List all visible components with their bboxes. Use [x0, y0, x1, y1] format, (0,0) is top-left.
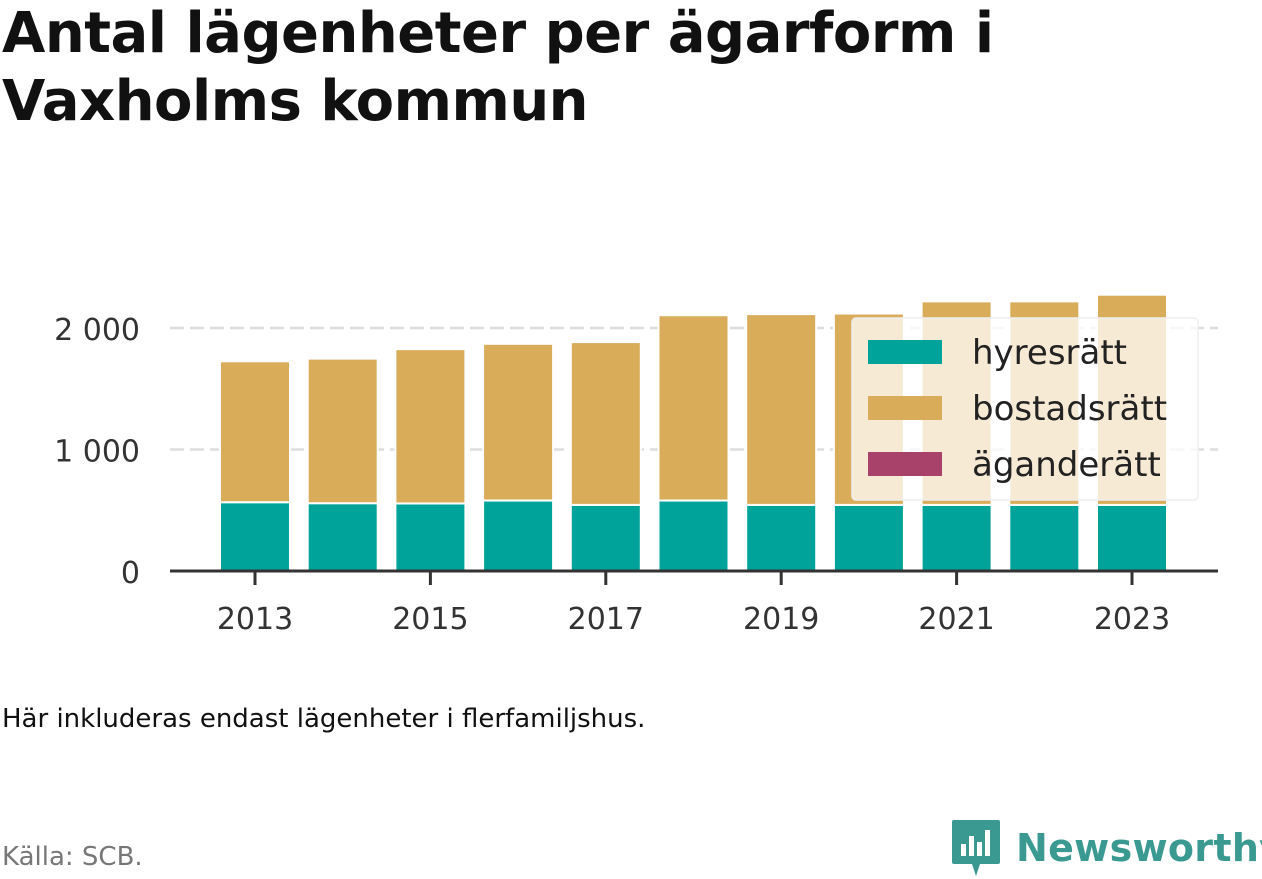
bar-segment	[394, 502, 467, 573]
axes: 0 1 000 2 000 2013 2015 2017 2019 2021 2023	[54, 313, 1218, 637]
bar-segment	[482, 499, 555, 572]
brand-name: Newsworthy	[1016, 826, 1262, 870]
legend-swatch	[868, 396, 942, 420]
legend-label: bostadsrätt	[972, 389, 1167, 429]
x-tick-label: 2013	[217, 602, 293, 637]
bar-segment	[657, 499, 730, 572]
x-tick-label: 2015	[392, 602, 468, 637]
bar-segment	[306, 357, 379, 505]
y-tick-label: 0	[121, 556, 140, 591]
y-tick-label: 1 000	[54, 435, 140, 470]
bar-segment	[1008, 503, 1081, 572]
stacked-bar-chart: 0 1 000 2 000 2013 2015 2017 2019 2021 2023 hyre…	[54, 293, 1218, 637]
bar-segment	[306, 502, 379, 572]
x-tick-label: 2017	[568, 602, 644, 637]
bar-segment	[219, 501, 291, 572]
bar-segment	[569, 503, 642, 572]
bar-segment	[920, 503, 993, 572]
bar-segment	[657, 314, 730, 502]
legend-label: äganderätt	[972, 445, 1161, 485]
legend-label: hyresrätt	[972, 333, 1127, 373]
x-tick-label: 2023	[1094, 602, 1170, 637]
bar-segment	[482, 342, 555, 502]
legend-swatch	[868, 452, 942, 476]
footnote: Här inkluderas endast lägenheter i flerf…	[2, 704, 646, 734]
x-tick-label: 2021	[918, 602, 994, 637]
newsworthy-brand: Newsworthy	[950, 818, 1262, 878]
bar-segment	[1096, 503, 1168, 572]
bar-segment	[745, 313, 818, 506]
chart-title: Antal lägenheter per ägarform i Vaxholms…	[2, 1, 994, 134]
bar-segment	[832, 503, 905, 572]
bar-segment	[394, 348, 467, 505]
newsworthy-logo-icon	[952, 820, 1000, 876]
legend-swatch	[868, 340, 942, 364]
legend: hyresrätt bostadsrätt äganderätt	[851, 317, 1199, 501]
source-text: Källa: SCB.	[2, 842, 143, 872]
bar-segment	[569, 341, 642, 506]
x-tick-label: 2019	[743, 602, 819, 637]
y-tick-label: 2 000	[54, 313, 140, 348]
bar-segment	[219, 360, 291, 504]
bar-segment	[745, 503, 818, 572]
